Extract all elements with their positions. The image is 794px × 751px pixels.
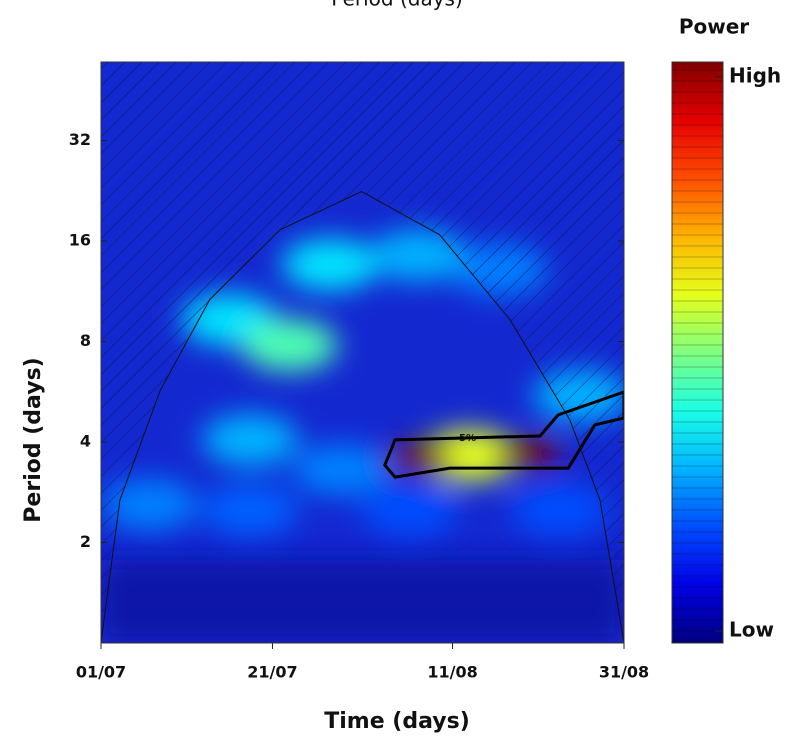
- x-tick-label: 11/08: [427, 663, 477, 682]
- y-tick-label: 16: [69, 231, 91, 250]
- x-axis-label: Time (days): [324, 709, 470, 734]
- plot-frame: [100, 61, 625, 644]
- contour-label: 5%: [459, 433, 476, 444]
- colorbar-tick-label: High: [729, 64, 781, 88]
- colorbar: [671, 61, 724, 644]
- power-hotspot: [202, 484, 299, 537]
- colorbar-tick-label: Low: [729, 618, 774, 642]
- plot-area: 5%: [101, 62, 624, 643]
- x-tick-label: 21/07: [247, 663, 297, 682]
- colorbar-label: Power: [679, 15, 749, 39]
- power-hotspot: [101, 478, 198, 531]
- cone-of-influence-hatch: [101, 62, 624, 643]
- y-tick-label: 2: [80, 532, 91, 551]
- y-axis-label: Period (days): [21, 357, 46, 522]
- y-tick-label: 32: [69, 130, 91, 149]
- x-tick-label: 01/07: [76, 663, 126, 682]
- power-hotspot: [511, 484, 608, 537]
- power-hotspot: [293, 443, 390, 496]
- power-hotspot: [241, 319, 338, 372]
- chart-title: Period (days): [331, 0, 463, 11]
- power-hotspot: [387, 443, 452, 472]
- power-hotspot: [281, 238, 378, 291]
- power-hotspot: [361, 484, 458, 537]
- y-tick-label: 8: [80, 331, 91, 350]
- power-hotspot: [202, 413, 299, 466]
- power-hotspot: [370, 229, 467, 282]
- power-hotspot: [497, 439, 562, 468]
- x-tick-label: 31/08: [599, 663, 649, 682]
- significance-contour: [383, 390, 624, 479]
- background: [101, 560, 624, 643]
- y-tick-label: 4: [80, 432, 91, 451]
